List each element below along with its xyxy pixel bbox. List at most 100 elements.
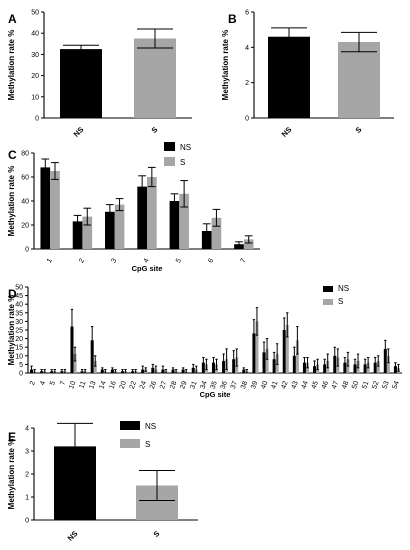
- x-tick-label: 43: [290, 380, 299, 390]
- x-tick-label: 13: [88, 380, 97, 390]
- y-tick-label: 15: [15, 345, 23, 352]
- x-axis-label: CpG site: [200, 390, 231, 399]
- x-tick-label: 16: [109, 380, 118, 390]
- bar-ns-site-39: [252, 333, 256, 373]
- x-tick-label: 51: [361, 380, 370, 390]
- panel-letter: C: [8, 148, 17, 162]
- panel-letter: B: [228, 12, 237, 26]
- x-tick-label: 42: [280, 380, 289, 390]
- y-axis-label: Methylation rate %: [7, 166, 16, 237]
- y-tick-label: 0: [19, 371, 23, 378]
- panel-a: A 0 10 20 30 40 50 Methylation rate % NS S: [7, 10, 192, 139]
- bar-s: [338, 42, 380, 118]
- y-tick-label: 0: [25, 518, 29, 525]
- legend-swatch: [120, 439, 140, 448]
- y-tick-label: 35: [15, 310, 23, 317]
- y-axis-label: Methylation rate %: [7, 30, 16, 101]
- legend-swatch: [164, 157, 175, 166]
- bar-s-site-7: [243, 239, 254, 249]
- panel-letter: A: [8, 12, 17, 26]
- y-tick-label: 0: [25, 247, 29, 254]
- bar-ns-site-3: [105, 211, 115, 249]
- bar-s-site-39: [255, 321, 259, 373]
- legend-label: S: [180, 158, 185, 167]
- bar-ns: [60, 49, 102, 118]
- y-tick-label: 3: [25, 449, 29, 456]
- x-tick-label: 53: [381, 380, 390, 390]
- y-axis-label: Methylation rate %: [7, 439, 16, 510]
- x-tick-label: NS: [66, 529, 80, 543]
- x-tick-label: 40: [260, 380, 269, 390]
- legend-label: S: [338, 297, 343, 306]
- bar-ns-site-2: [72, 221, 83, 249]
- x-tick-label: 27: [159, 380, 168, 390]
- bar-ns-site-5: [169, 201, 180, 249]
- x-tick-label: 46: [321, 380, 330, 390]
- x-tick-label: 20: [119, 380, 128, 390]
- x-tick-label: 39: [250, 380, 259, 390]
- x-tick-label: 22: [129, 380, 138, 390]
- bar-ns: [268, 36, 310, 118]
- legend-label: S: [145, 440, 150, 449]
- x-tick-label: 37: [230, 380, 239, 390]
- bar-s-site-13: [93, 360, 97, 373]
- x-tick-label: 50: [351, 380, 360, 390]
- panel-e: E 0 1 2 3 4 Methylation rate % NS S NS S: [7, 421, 198, 543]
- x-tick-label: 24: [139, 380, 148, 390]
- x-tick-label: 7: [59, 380, 67, 386]
- y-tick-label: 0: [35, 116, 39, 123]
- x-tick-label: 54: [392, 380, 401, 390]
- bar-ns-site-53: [383, 348, 387, 373]
- x-tick-label: 36: [220, 380, 229, 390]
- x-tick-label: 4: [39, 380, 47, 386]
- bar-s-site-2: [82, 216, 93, 249]
- bar-s-site-6: [211, 217, 222, 249]
- x-tick-label: 47: [331, 380, 340, 390]
- bar-ns-site-10: [70, 326, 74, 373]
- legend-swatch: [120, 421, 140, 430]
- y-axis-label: Methylation rate %: [221, 30, 230, 101]
- bar-s-site-40: [265, 348, 269, 373]
- y-tick-label: 50: [31, 10, 39, 17]
- x-tick-label: S: [354, 125, 364, 135]
- y-tick-label: 2: [245, 80, 249, 87]
- x-axis-label: CpG site: [132, 264, 163, 273]
- x-tick-label: 4: [143, 257, 151, 264]
- y-tick-label: 20: [31, 73, 39, 80]
- bar-ns-site-42: [282, 330, 286, 373]
- y-tick-label: 45: [15, 293, 23, 300]
- y-tick-label: 30: [31, 52, 39, 59]
- y-tick-label: 25: [15, 328, 23, 335]
- x-tick-label: 35: [210, 380, 219, 390]
- x-tick-label: 44: [301, 380, 310, 390]
- x-tick-label: 38: [240, 380, 249, 390]
- legend-swatch: [323, 299, 333, 305]
- panel-c: C 0 20 40 60 80 Methylation rate % 1 2 3 4 5 6 7 CpG s…: [7, 142, 260, 273]
- x-tick-label: NS: [280, 125, 294, 139]
- x-tick-label: 10: [68, 380, 77, 390]
- panel-letter: D: [8, 287, 17, 301]
- bar-s-site-1: [50, 171, 60, 249]
- bar-ns-site-6: [201, 231, 212, 249]
- panel-letter: E: [8, 430, 16, 444]
- bar-s-site-52: [376, 360, 380, 373]
- x-tick-label: 2: [29, 380, 37, 386]
- x-tick-label: S: [150, 125, 160, 135]
- bar-ns-site-13: [90, 340, 94, 373]
- x-tick-label: 1: [46, 257, 54, 264]
- y-tick-label: 5: [19, 362, 23, 369]
- bar-ns-site-4: [137, 186, 147, 249]
- x-tick-label: 34: [200, 380, 209, 390]
- x-tick-label: 41: [270, 380, 279, 390]
- y-tick-label: 60: [21, 175, 29, 182]
- y-tick-label: 0: [245, 116, 249, 123]
- x-tick-label: 52: [371, 380, 380, 390]
- x-tick-label: NS: [72, 125, 86, 139]
- y-tick-label: 40: [31, 31, 39, 38]
- x-tick-label: 48: [341, 380, 350, 390]
- bar-ns-site-1: [40, 167, 51, 249]
- x-tick-label: 45: [311, 380, 320, 390]
- bar-s-site-42: [285, 324, 289, 373]
- x-tick-label: 26: [149, 380, 158, 390]
